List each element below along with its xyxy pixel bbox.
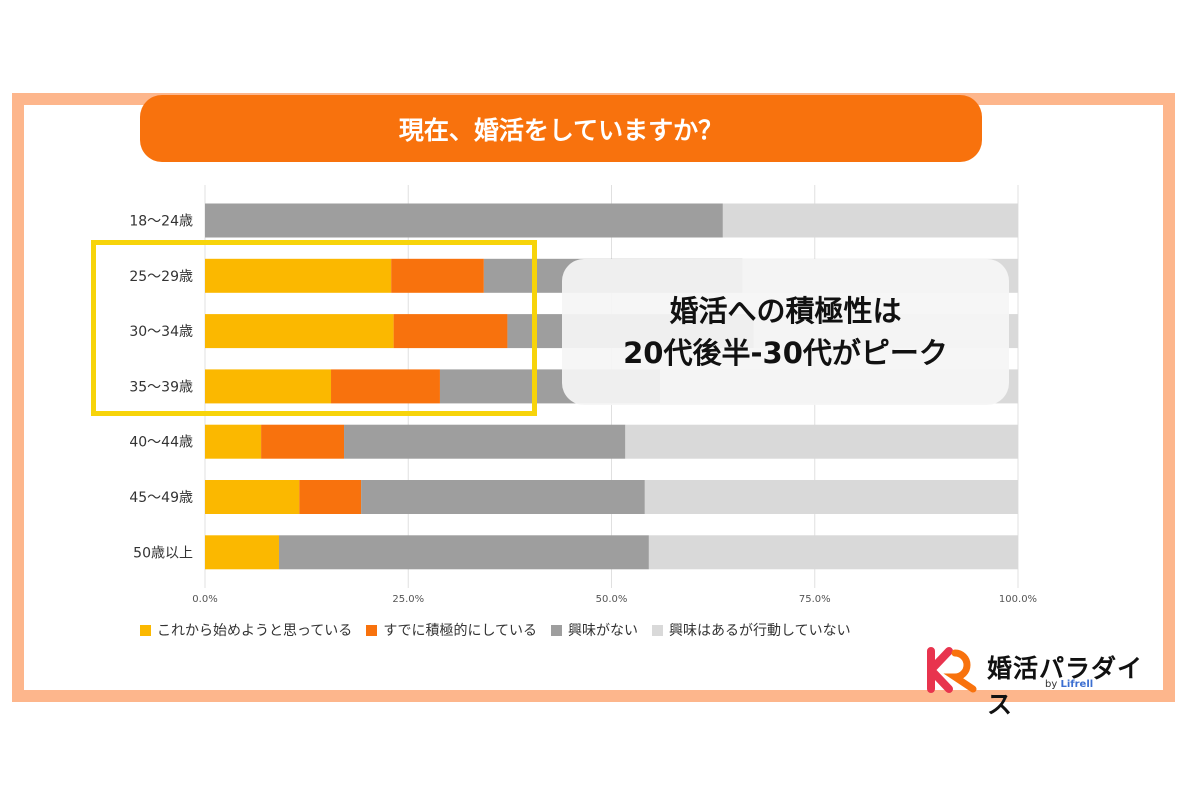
- bar-segment: [205, 535, 279, 570]
- callout-box: 婚活への積極性は 20代後半-30代がピーク: [562, 259, 1009, 405]
- bar-segment: [644, 480, 1018, 514]
- category-label: 30〜34歳: [129, 324, 193, 340]
- legend-label: 興味がない: [568, 623, 639, 639]
- bar-segment: [648, 535, 1018, 570]
- chart-title: 現在、婚活をしていますか？: [140, 95, 982, 162]
- bar-segment: [205, 314, 394, 349]
- legend-swatch: [551, 624, 563, 636]
- bar-segment: [299, 480, 362, 514]
- bar-segment: [344, 424, 626, 459]
- category-label: 45〜49歳: [129, 490, 193, 506]
- category-label: 40〜44歳: [129, 435, 193, 451]
- legend-swatch: [366, 624, 378, 636]
- brand-company: Lifrell: [1060, 679, 1094, 690]
- x-tick-label: 0.0%: [192, 594, 217, 605]
- legend-label: 興味はあるが行動していない: [669, 623, 851, 639]
- brand-byline: by Lifrell: [1045, 679, 1093, 690]
- legend-item: これから始めようと思っている: [140, 620, 352, 640]
- category-label: 25〜29歳: [129, 269, 193, 285]
- bar-segment: [391, 258, 484, 293]
- legend-label: すでに積極的にしている: [383, 623, 538, 639]
- legend-item: すでに積極的にしている: [366, 620, 537, 640]
- x-tick-label: 100.0%: [999, 594, 1037, 605]
- legend-swatch: [140, 624, 151, 636]
- bar-segment: [205, 480, 300, 514]
- bar-segment: [331, 369, 440, 404]
- bar-segment: [361, 480, 645, 514]
- x-axis-ticks: 0.0% 25.0% 50.0% 75.0% 100.0%: [192, 594, 1037, 605]
- highlight-box: [91, 240, 537, 416]
- bar-segment: [205, 424, 262, 459]
- x-tick-label: 75.0%: [799, 594, 831, 605]
- brand-by: by: [1045, 679, 1058, 690]
- category-label: 18〜24歳: [129, 214, 193, 230]
- brand-logo: 婚活パラダイス by Lifrell: [925, 645, 1165, 719]
- bar-segment: [722, 203, 1018, 238]
- callout-line-2: 20代後半-30代がピーク: [623, 336, 948, 370]
- bar-segment: [205, 203, 723, 238]
- category-label: 50歳以上: [133, 545, 193, 561]
- category-labels: 18〜24歳 25〜29歳 30〜34歳 35〜39歳 40〜44歳 45〜49歳 50歳以…: [129, 214, 193, 562]
- bar-segment: [278, 535, 649, 570]
- legend: これから始めようと思っている すでに積極的にしている 興味がない 興味はあるが行動して…: [140, 620, 865, 640]
- legend-item: 興味はあるが行動していない: [652, 620, 851, 640]
- bar-segment: [205, 258, 392, 293]
- callout-line-1: 婚活への積極性は: [669, 293, 902, 328]
- brand-name: 婚活パラダイス: [987, 654, 1144, 719]
- bar-segment: [205, 369, 332, 404]
- x-tick-label: 50.0%: [596, 594, 628, 605]
- category-label: 35〜39歳: [129, 379, 193, 395]
- bar-segment: [625, 424, 1018, 459]
- legend-item: 興味がない: [551, 620, 638, 640]
- legend-swatch: [652, 624, 664, 636]
- x-tick-label: 25.0%: [392, 594, 424, 605]
- bar-segment: [261, 424, 345, 459]
- bar-segment: [393, 314, 508, 349]
- legend-label: これから始めようと思っている: [157, 623, 353, 639]
- brand-mark-icon: [927, 647, 977, 693]
